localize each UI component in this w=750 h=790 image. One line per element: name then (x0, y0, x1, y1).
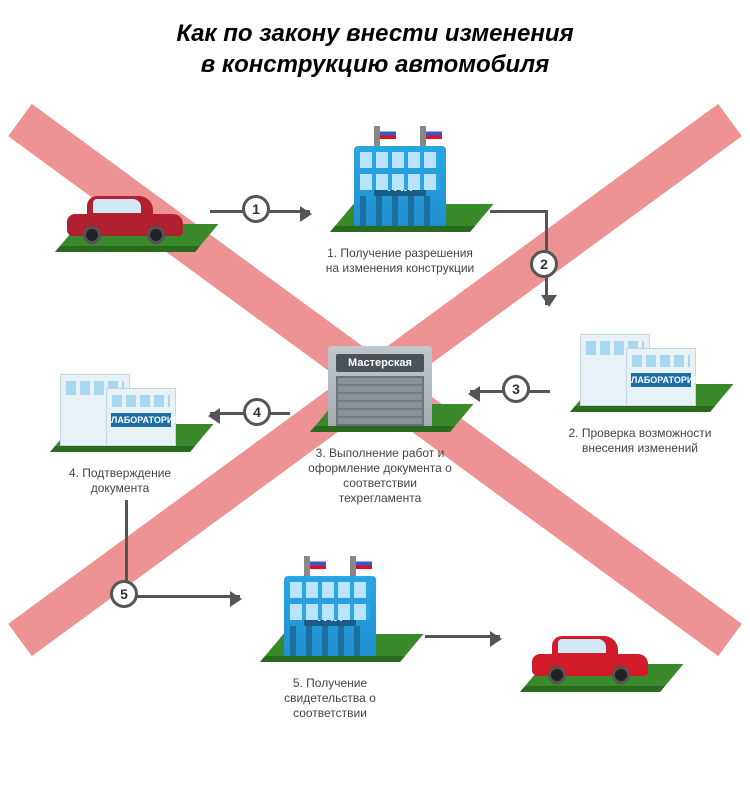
caption-step-5: 5. Получение свидетельства о соответстви… (250, 676, 410, 721)
node-gai-2: ГАИ 5. Получение свидетельства о соответ… (250, 560, 410, 721)
caption-step-1: 1. Получение разрешения на изменения кон… (320, 246, 480, 276)
car-stock (67, 200, 183, 244)
step-badge-4: 4 (243, 398, 271, 426)
title-line-1: Как по закону внести изменения (176, 20, 573, 47)
caption-step-4: 4. Подтверждение документа (40, 466, 200, 496)
node-car-start (45, 150, 205, 260)
node-car-end (510, 590, 670, 700)
node-lab-2: ЛАБОРАТОРИЯ 4. Подтверждение документа (40, 350, 200, 496)
lab-sign-1: ЛАБОРАТОРИЯ (631, 373, 691, 387)
title-line-2: в конструкцию автомобиля (201, 51, 550, 78)
gai-sign-2: ГАИ (304, 608, 356, 626)
diagram-canvas: ГАИ 1. Получение разрешения на изменения… (0, 0, 750, 790)
caption-step-3: 3. Выполнение работ и оформление докумен… (300, 446, 460, 506)
node-lab-1: ЛАБОРАТОРИЯ 2. Проверка возможности внес… (560, 310, 720, 456)
workshop-icon: Мастерская (328, 346, 432, 426)
step-badge-2: 2 (530, 250, 558, 278)
page-title: Как по закону внести изменения в констру… (0, 0, 750, 90)
step-badge-5: 5 (110, 580, 138, 608)
gai-building-icon-2: ГАИ (284, 576, 376, 656)
gai-building-icon: ГАИ (354, 146, 446, 226)
arrow-6 (425, 635, 500, 638)
arrow-2a (490, 210, 545, 213)
gai-sign: ГАИ (374, 178, 426, 196)
workshop-sign: Мастерская (336, 354, 424, 372)
node-gai-1: ГАИ 1. Получение разрешения на изменения… (320, 130, 480, 276)
step-badge-1: 1 (242, 195, 270, 223)
step-badge-3: 3 (502, 375, 530, 403)
car-tuned (532, 640, 648, 684)
caption-step-2: 2. Проверка возможности внесения изменен… (560, 426, 720, 456)
arrow-5b (125, 595, 240, 598)
lab-sign-2: ЛАБОРАТОРИЯ (111, 413, 171, 427)
node-workshop: Мастерская 3. Выполнение работ и оформле… (300, 330, 460, 506)
